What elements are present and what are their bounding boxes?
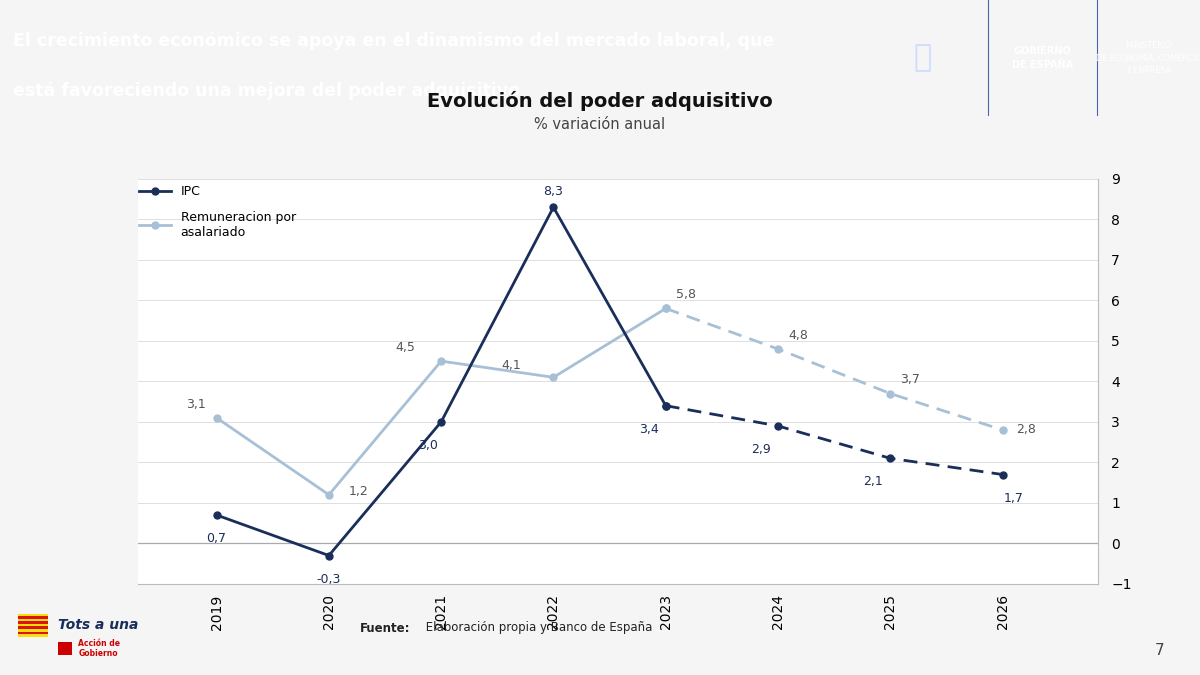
Text: 3,1: 3,1 <box>186 398 206 410</box>
Bar <box>18 634 48 637</box>
Text: 2,9: 2,9 <box>751 443 772 456</box>
Text: Acción de
Gobierno: Acción de Gobierno <box>78 639 120 658</box>
Text: 4,8: 4,8 <box>788 329 808 342</box>
Text: 🏛: 🏛 <box>914 44 932 72</box>
Text: Fuente:: Fuente: <box>360 622 410 634</box>
Text: GOBIERNO
DE ESPAÑA: GOBIERNO DE ESPAÑA <box>1012 47 1073 70</box>
Bar <box>18 632 48 634</box>
Text: Tots a una: Tots a una <box>58 618 138 632</box>
Text: % variación anual: % variación anual <box>534 117 666 132</box>
Text: está favoreciendo una mejora del poder adquisitivo: está favoreciendo una mejora del poder a… <box>13 81 520 100</box>
Text: 1,2: 1,2 <box>349 485 368 498</box>
Text: Elaboración propia y Banco de España: Elaboración propia y Banco de España <box>422 622 653 634</box>
Bar <box>18 626 48 629</box>
Bar <box>58 641 72 655</box>
Bar <box>18 629 48 632</box>
Bar <box>18 621 48 624</box>
Text: 7: 7 <box>1154 643 1164 658</box>
Bar <box>18 614 48 616</box>
Bar <box>18 616 48 619</box>
Text: 3,4: 3,4 <box>640 423 659 435</box>
Text: El crecimiento económico se apoya en el dinamismo del mercado laboral, que: El crecimiento económico se apoya en el … <box>13 31 774 50</box>
Text: 4,5: 4,5 <box>395 341 415 354</box>
Text: 0,7: 0,7 <box>206 532 227 545</box>
Text: Evolución del poder adquisitivo: Evolución del poder adquisitivo <box>427 91 773 111</box>
Text: -0,3: -0,3 <box>317 572 341 585</box>
Legend: IPC, Remuneracion por
asalariado: IPC, Remuneracion por asalariado <box>139 185 296 239</box>
Text: 2,8: 2,8 <box>1016 423 1036 437</box>
Bar <box>18 624 48 626</box>
Text: 1,7: 1,7 <box>1004 491 1024 504</box>
Text: 2,1: 2,1 <box>864 475 883 488</box>
Text: 5,8: 5,8 <box>676 288 696 301</box>
Text: MINISTERIO
DE ECONOMÍA, COMERCIO
Y EMPRESA: MINISTERIO DE ECONOMÍA, COMERCIO Y EMPRE… <box>1096 41 1200 75</box>
Text: 3,0: 3,0 <box>418 439 438 452</box>
Text: 4,1: 4,1 <box>500 360 521 373</box>
Text: 3,7: 3,7 <box>900 373 920 386</box>
Bar <box>18 619 48 621</box>
Text: 8,3: 8,3 <box>544 186 563 198</box>
